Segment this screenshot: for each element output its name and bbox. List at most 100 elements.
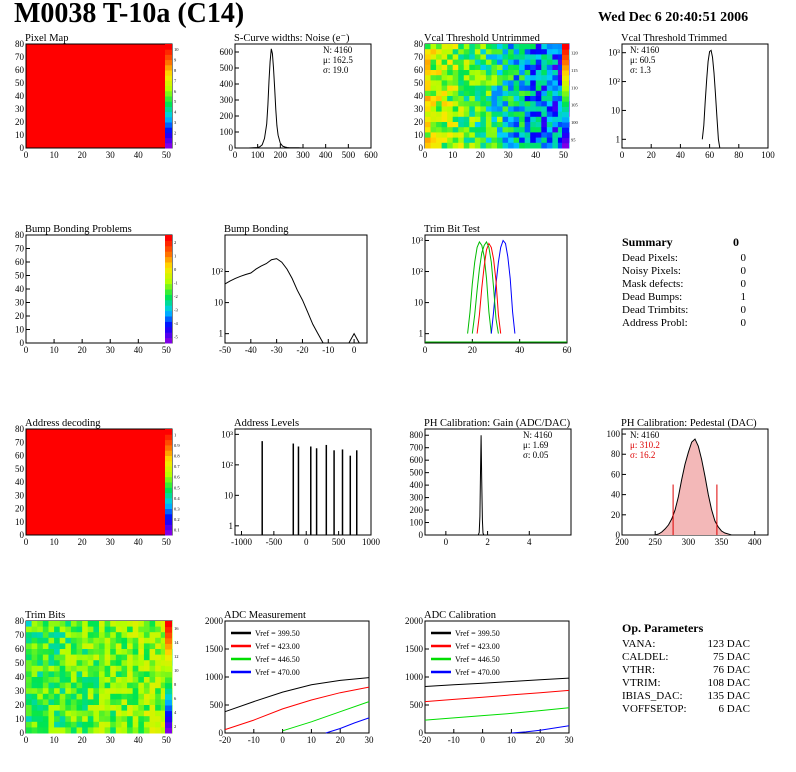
heatmap-cell (535, 127, 542, 133)
legend-label: Vref = 423.00 (455, 642, 500, 651)
heatmap-cell (37, 677, 44, 684)
heatmap-cell (430, 137, 437, 144)
heatmap-cell (469, 49, 476, 55)
heatmap-cell (463, 142, 470, 149)
heatmap-cell (127, 654, 134, 661)
summary-value: 1 (740, 291, 747, 303)
heatmap-cell (82, 632, 89, 639)
y-tick-label: 0 (616, 530, 621, 540)
heatmap-cell (552, 111, 559, 118)
chart-title: Trim Bit Test (424, 224, 480, 235)
heatmap-cell (76, 682, 83, 689)
heatmap-cell (502, 59, 509, 66)
heatmap-cell (132, 637, 139, 644)
summary-label: Dead Trimbits: (622, 304, 689, 316)
heatmap-cell (557, 96, 564, 102)
heatmap-cell (502, 101, 509, 107)
heatmap-cell (65, 716, 72, 723)
summary-label: Dead Bumps: (622, 291, 683, 303)
heatmap-cell (463, 70, 470, 76)
heatmap-cell (441, 122, 448, 128)
plot-frame (234, 428, 372, 536)
heatmap-cell (463, 111, 470, 118)
heatmap-cell (160, 693, 167, 700)
colorbar-segment (562, 96, 569, 102)
colorbar-segment (562, 116, 569, 123)
colorbar-segment (165, 116, 172, 123)
heatmap-cell (519, 80, 526, 87)
series-line (224, 677, 370, 713)
heatmap-cell (519, 127, 526, 133)
heatmap-cell (452, 80, 459, 87)
colorbar-segment (562, 111, 569, 118)
x-tick-label: 30 (565, 735, 575, 745)
heatmap-cell (541, 132, 548, 139)
heatmap-cell (474, 122, 481, 128)
heatmap-cell (138, 643, 145, 650)
heatmap-cell (519, 64, 526, 71)
x-tick-label: 200 (274, 150, 288, 160)
heatmap-cell (491, 137, 498, 144)
heatmap-cell (491, 75, 498, 81)
x-tick-label: 40 (134, 150, 144, 160)
heatmap-cell (42, 649, 49, 656)
heatmap-cell (469, 111, 476, 118)
heatmap-cell (26, 626, 33, 633)
x-tick-label: 20 (78, 735, 88, 745)
heatmap-cell (127, 621, 134, 628)
heatmap-cell (132, 693, 139, 700)
y-tick-label: 10 (15, 325, 25, 335)
y-tick-label: 40 (414, 91, 424, 101)
heatmap-cell (155, 665, 162, 672)
heatmap-cell (480, 96, 487, 102)
y-tick-label: 100 (607, 429, 621, 439)
y-tick-label: 80 (414, 39, 424, 49)
heatmap-cell (127, 705, 134, 712)
heatmap-cell (508, 54, 515, 61)
heatmap-cell (430, 64, 437, 71)
heatmap-cell (513, 70, 520, 76)
colorbar-segment (562, 44, 569, 50)
heatmap-cell (87, 654, 94, 661)
heatmap-cell (524, 85, 531, 92)
heatmap-cell (519, 122, 526, 128)
colorbar-segment (165, 326, 172, 333)
heatmap-cell (76, 637, 83, 644)
legend-label: Vref = 446.50 (255, 655, 300, 664)
heatmap-cell (110, 710, 117, 717)
heatmap-cell (115, 671, 122, 678)
y-tick-label: 60 (611, 469, 621, 479)
heatmap-cell (497, 96, 504, 102)
heatmap-cell (546, 44, 553, 50)
chart-title: PH Calibration: Pedestal (DAC) (621, 418, 757, 429)
heatmap-cell (37, 699, 44, 706)
heatmap-cell (469, 75, 476, 81)
heatmap-cell (474, 75, 481, 81)
colorbar-segment (165, 245, 172, 252)
heatmap-cell (87, 699, 94, 706)
heatmap-cell (430, 70, 437, 76)
chart-adc_calibration: ADC Calibration -20 -10 0 10 20 30 0 500 1000 1500… (405, 610, 574, 745)
heatmap-cell (42, 643, 49, 650)
colorbar-segment (165, 643, 172, 650)
y-tick-label: 40 (15, 477, 25, 487)
chart-address_decoding: Address decoding 0 10 20 30 40 50 0 10 20 30 40 50 60… (15, 418, 180, 547)
heatmap-cell (31, 665, 38, 672)
y-tick-label: 10 (414, 130, 424, 140)
heatmap-cell (485, 80, 492, 87)
heatmap-cell (149, 682, 156, 689)
heatmap-cell (513, 49, 520, 55)
colorbar-segment (165, 305, 172, 312)
colorbar-segment (562, 137, 569, 144)
heatmap-cell (149, 621, 156, 628)
heatmap-cell (149, 688, 156, 695)
heatmap-cell (513, 59, 520, 66)
heatmap-cell (127, 665, 134, 672)
heatmap-cell (65, 632, 72, 639)
heatmap-cell (65, 727, 72, 734)
heatmap-cell (138, 716, 145, 723)
heatmap-cell (99, 682, 106, 689)
heatmap-cell (557, 64, 564, 71)
heatmap-cell (93, 677, 100, 684)
heatmap-cell (519, 44, 526, 50)
